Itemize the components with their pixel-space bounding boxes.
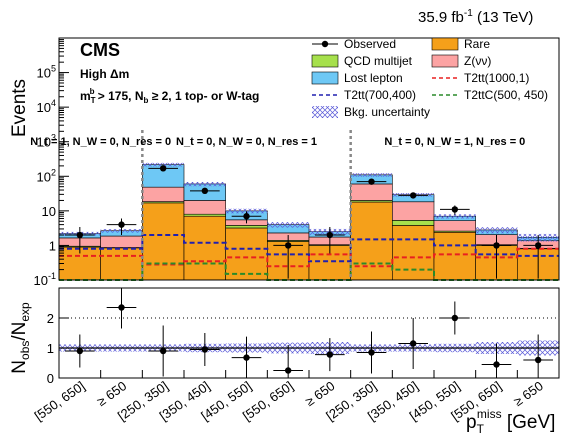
ratio-point-7 — [368, 349, 375, 356]
bkg-uncertainty-band-7 — [350, 173, 393, 177]
observed-point-10 — [493, 242, 500, 249]
ratio-point-11 — [534, 356, 542, 364]
bar-qcd-multijet-3 — [183, 213, 226, 217]
bar-rare-8 — [392, 225, 435, 281]
bar-rare-3 — [183, 215, 226, 281]
legend-znunu-label: Z(νν) — [464, 54, 491, 68]
y-tick-label-upper-1: 1 — [49, 238, 56, 253]
bkg-uncertainty-band-3 — [184, 181, 226, 187]
ratio-point-5 — [284, 367, 292, 374]
legend-bkg-uncertainty-swatch — [312, 106, 338, 118]
ratio-point-10 — [493, 361, 500, 368]
ratio-point-9 — [451, 314, 459, 322]
lower-panel: 012[550, 650] ≥ 650[250, 350][350, 450][4… — [32, 287, 560, 424]
y-axis-title-lower: Nobs/Nexp — [9, 302, 32, 374]
observed-point-0 — [76, 231, 84, 239]
y-tick-label-upper-4: 103 — [37, 133, 56, 150]
region-label-0: N_t = 1, N_W = 0, N_res = 0 — [30, 136, 171, 148]
bkg-uncertainty-band-2 — [142, 162, 184, 167]
y-tick-label-upper-0: 10-1 — [34, 271, 56, 288]
lumi-label: 35.9 fb-1 (13 TeV) — [418, 8, 533, 26]
signal-line-0 — [59, 234, 559, 263]
selection-line-2: mTb > 175, Nb ≥ 2, 1 top- or W-tag — [80, 87, 259, 105]
bar-rare-7 — [350, 201, 393, 281]
legend-t2ttc-500-450-label: T2ttC(500, 450) — [464, 88, 548, 102]
legend-t2tt-700-400-label: T2tt(700,400) — [344, 88, 416, 102]
bar-z--7 — [350, 183, 393, 201]
region-label-2: N_t = 0, N_W = 1, N_res = 0 — [384, 136, 525, 148]
bar-qcd-multijet-4 — [225, 225, 268, 229]
observed-point-3 — [201, 187, 209, 195]
bar-rare-9 — [433, 231, 476, 281]
observed-point-4 — [243, 213, 250, 220]
upper-panel: N_t = 1, N_W = 0, N_res = 0 N_t = 0, N_W … — [30, 37, 560, 288]
bar-rare-2 — [142, 202, 185, 281]
bkg-uncertainty-band-10 — [475, 227, 518, 234]
observed-point-6 — [326, 231, 334, 239]
bar-rare-4 — [225, 227, 268, 281]
bkg-uncertainty-band-9 — [434, 214, 476, 219]
legend-bkg-uncertainty-label: Bkg. uncertainty — [344, 105, 430, 119]
legend-t2tt-1000-1-label: T2tt(1000,1) — [464, 71, 529, 85]
bar-qcd-multijet-8 — [392, 220, 435, 226]
y-tick-label-lower-1: 1 — [47, 341, 54, 356]
x-category-label-11: ≥ 650 — [511, 378, 546, 409]
bar-z--2 — [142, 186, 185, 202]
y-tick-label-upper-5: 104 — [37, 98, 56, 115]
observed-point-11 — [534, 242, 542, 249]
bkg-uncertainty-band-5 — [267, 222, 309, 228]
ratio-point-1 — [118, 304, 125, 311]
y-tick-label-lower-0: 0 — [47, 371, 54, 386]
observed-point-5 — [284, 242, 292, 249]
upper-frame — [58, 37, 560, 281]
legend-rare-swatch — [431, 37, 459, 51]
ratio-point-3 — [201, 346, 209, 353]
legend-rare-label: Rare — [464, 37, 490, 51]
legend-observed-swatch — [321, 40, 329, 48]
y-tick-label-lower-2: 2 — [47, 311, 54, 326]
observed-point-9 — [451, 206, 459, 213]
cms-label: CMS — [80, 40, 120, 60]
y-tick-label-upper-3: 102 — [37, 167, 56, 184]
ratio-point-6 — [326, 351, 334, 358]
observed-point-7 — [368, 178, 375, 185]
observed-point-2 — [159, 165, 167, 172]
bkg-uncertainty-band-4 — [225, 208, 268, 214]
legend-qcd-swatch — [311, 54, 339, 68]
y-axis-title-upper: Events — [9, 79, 30, 137]
legend-znunu-swatch — [431, 54, 459, 68]
observed-point-8 — [409, 192, 417, 199]
legend-lost-lepton-swatch — [311, 71, 339, 85]
y-tick-label-upper-2: 10 — [42, 204, 56, 219]
y-tick-label-upper-6: 105 — [37, 64, 56, 81]
legend: Observed QCD multijet Lost lepton T2tt(700,… — [311, 37, 548, 119]
ratio-point-2 — [159, 347, 167, 355]
ratio-point-8 — [409, 340, 417, 347]
bar-rare-1 — [100, 247, 143, 281]
legend-observed-label: Observed — [344, 37, 396, 51]
selection-line-1: High Δm — [80, 67, 129, 81]
observed-point-1 — [118, 221, 125, 228]
ratio-point-4 — [243, 354, 250, 361]
legend-lost-lepton-label: Lost lepton — [344, 71, 403, 85]
region-label-1: N_t = 0, N_W = 0, N_res = 1 — [176, 136, 317, 148]
x-axis-title: pTmiss [GeV] — [466, 407, 555, 436]
x-category-label-0: [550, 650] — [32, 378, 88, 423]
bar-z--3 — [183, 200, 226, 215]
bar-z--1 — [100, 235, 143, 248]
bar-z--9 — [433, 220, 476, 232]
legend-qcd-label: QCD multijet — [344, 54, 413, 68]
ratio-point-0 — [76, 347, 84, 355]
bar-z--8 — [392, 201, 435, 221]
